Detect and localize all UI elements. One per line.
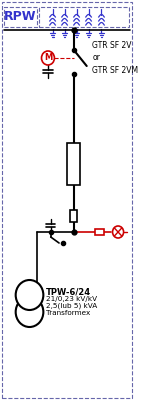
Bar [70, 210, 77, 222]
Text: 21/0,23 kV/kV: 21/0,23 kV/kV [46, 296, 97, 302]
Text: 2,5(lub 5) kVA: 2,5(lub 5) kVA [46, 303, 97, 309]
Text: GTR SF 2V
or
GTR SF 2VM: GTR SF 2V or GTR SF 2VM [92, 41, 138, 75]
Text: RPW: RPW [4, 10, 37, 24]
Text: M: M [44, 54, 52, 62]
Circle shape [16, 297, 43, 327]
Bar [67, 143, 80, 185]
Bar [95, 229, 104, 235]
Circle shape [16, 280, 43, 310]
Text: TPW-6/24: TPW-6/24 [46, 288, 91, 296]
Text: Transformex: Transformex [46, 310, 90, 316]
